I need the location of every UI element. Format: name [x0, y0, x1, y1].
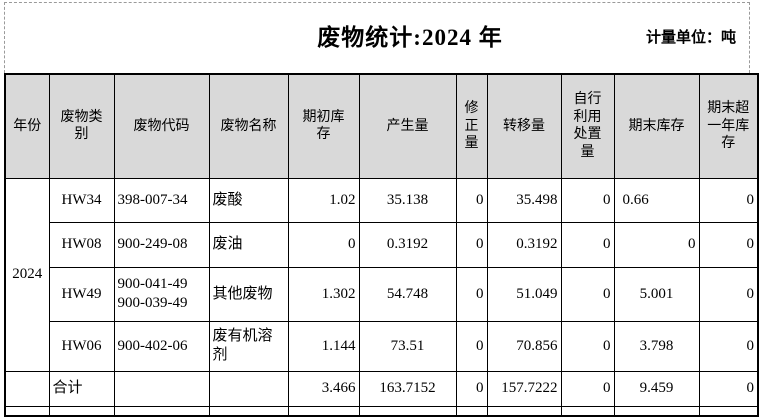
empty-cell[interactable] [4, 405, 50, 417]
header-closing-stock[interactable]: 期末库存 [613, 73, 700, 179]
header-year[interactable]: 年份 [4, 73, 50, 179]
transferred-cell[interactable]: 70.856 [486, 320, 562, 372]
closing-cell[interactable]: 5.001 [613, 266, 700, 322]
over-one-year-cell[interactable]: 0 [698, 177, 759, 223]
transferred-cell[interactable]: 35.498 [486, 177, 562, 223]
header-over-one-year[interactable]: 期末超一年库存 [698, 73, 759, 179]
header-transferred[interactable]: 转移量 [486, 73, 562, 179]
category-cell[interactable]: HW06 [48, 320, 115, 372]
transferred-cell[interactable]: 51.049 [486, 266, 562, 322]
empty-cell[interactable] [698, 405, 759, 417]
code-empty-cell[interactable] [113, 370, 210, 407]
over-one-year-cell[interactable]: 0 [698, 221, 759, 268]
generated-cell[interactable]: 73.51 [358, 320, 457, 372]
unit-label: 计量单位：吨 [645, 30, 736, 46]
header-corrected[interactable]: 修正量 [455, 73, 488, 179]
corrected-cell[interactable]: 0 [455, 221, 488, 268]
self-disposal-cell[interactable]: 0 [560, 221, 615, 268]
category-cell[interactable]: HW34 [48, 177, 115, 223]
table-row: 2024 HW34 398-007-34 废酸 1.02 35.138 0 35… [4, 177, 759, 372]
empty-cell[interactable] [560, 405, 615, 417]
header-row: 年份 废物类别 废物代码 废物名称 期初库存 产生量 修正量 转移量 自行利用处… [4, 73, 759, 179]
waste-statistics-table: 年份 废物类别 废物代码 废物名称 期初库存 产生量 修正量 转移量 自行利用处… [4, 73, 759, 417]
total-self-disposal-cell[interactable]: 0 [560, 370, 615, 407]
opening-cell[interactable]: 0 [287, 221, 360, 268]
name-cell[interactable]: 其他废物 [208, 266, 289, 322]
empty-cell[interactable] [358, 405, 457, 417]
opening-cell[interactable]: 1.02 [287, 177, 360, 223]
code-cell[interactable]: 900-041-49 900-039-49 [113, 266, 210, 322]
transferred-cell[interactable]: 0.3192 [486, 221, 562, 268]
table-row: HW49 900-041-49 900-039-49 其他废物 1.302 54… [5, 266, 759, 322]
empty-cell[interactable] [613, 405, 700, 417]
empty-cell[interactable] [287, 405, 360, 417]
opening-cell[interactable]: 1.144 [287, 320, 360, 372]
report-title: 废物统计:2024 年 [317, 25, 503, 50]
empty-cell[interactable] [486, 405, 562, 417]
code-cell[interactable]: 900-402-06 [113, 320, 210, 372]
corrected-cell[interactable]: 0 [455, 177, 488, 223]
generated-cell[interactable]: 54.748 [358, 266, 457, 322]
name-cell[interactable]: 废有机溶剂 [208, 320, 289, 372]
header-opening-stock[interactable]: 期初库存 [287, 73, 360, 179]
total-closing-cell[interactable]: 9.459 [613, 370, 700, 407]
total-transferred-cell[interactable]: 157.7222 [486, 370, 562, 407]
total-over-one-year-cell[interactable]: 0 [698, 370, 759, 407]
header-name[interactable]: 废物名称 [208, 73, 289, 179]
total-opening-cell[interactable]: 3.466 [287, 370, 360, 407]
name-cell[interactable]: 废油 [208, 221, 289, 268]
total-generated-cell[interactable]: 163.7152 [358, 370, 457, 407]
corrected-cell[interactable]: 0 [455, 266, 488, 322]
year-empty-cell[interactable] [4, 370, 50, 407]
empty-cell[interactable] [455, 405, 488, 417]
corrected-cell[interactable]: 0 [455, 320, 488, 372]
generated-cell[interactable]: 35.138 [358, 177, 457, 223]
closing-cell[interactable]: 0 [613, 221, 700, 268]
header-self-disposal[interactable]: 自行利用处置量 [560, 73, 615, 179]
total-corrected-cell[interactable]: 0 [455, 370, 488, 407]
category-cell[interactable]: HW49 [48, 266, 115, 322]
name-empty-cell[interactable] [208, 370, 289, 407]
header-category[interactable]: 废物类别 [48, 73, 115, 179]
table-row: HW08 900-249-08 废油 0 0.3192 0 0.3192 0 0… [5, 221, 759, 268]
closing-cell[interactable]: 3.798 [613, 320, 700, 372]
header-code[interactable]: 废物代码 [113, 73, 210, 179]
header-generated[interactable]: 产生量 [358, 73, 457, 179]
generated-cell[interactable]: 0.3192 [358, 221, 457, 268]
year-cell[interactable]: 2024 [4, 177, 50, 372]
table-row: HW06 900-402-06 废有机溶剂 1.144 73.51 0 70.8… [5, 320, 759, 372]
self-disposal-cell[interactable]: 0 [560, 177, 615, 223]
over-one-year-cell[interactable]: 0 [698, 266, 759, 322]
opening-cell[interactable]: 1.302 [287, 266, 360, 322]
category-cell[interactable]: HW08 [48, 221, 115, 268]
self-disposal-cell[interactable]: 0 [560, 320, 615, 372]
self-disposal-cell[interactable]: 0 [560, 266, 615, 322]
empty-cell[interactable] [113, 405, 210, 417]
total-label-cell[interactable]: 合计 [48, 370, 115, 407]
total-row: 合计 3.466 163.7152 0 157.7222 0 9.459 0 [4, 370, 759, 407]
closing-cell[interactable]: 0.66 [613, 177, 700, 223]
code-cell[interactable]: 398-007-34 [113, 177, 210, 223]
name-cell[interactable]: 废酸 [208, 177, 289, 223]
empty-partial-row [4, 405, 759, 417]
over-one-year-cell[interactable]: 0 [698, 320, 759, 372]
code-cell[interactable]: 900-249-08 [113, 221, 210, 268]
empty-cell[interactable] [48, 405, 115, 417]
empty-cell[interactable] [208, 405, 289, 417]
